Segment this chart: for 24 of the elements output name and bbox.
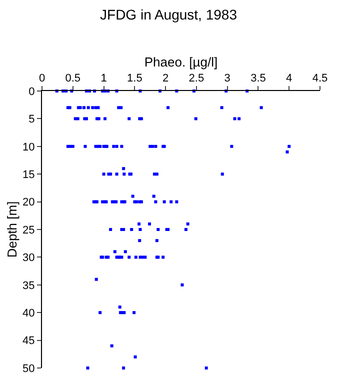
x-tick-label: 1.5 <box>127 72 142 85</box>
y-tick-label: 20 <box>22 196 35 209</box>
chart-title: JFDG in August, 1983 <box>100 6 238 22</box>
y-tick-label: 0 <box>28 86 35 98</box>
y-tick-label: 35 <box>22 280 35 292</box>
x-tick-label: 0 <box>38 72 46 85</box>
x-axis-title: Phaeo. [µg/l] <box>144 54 218 70</box>
x-tick-label: 4.5 <box>312 72 328 85</box>
y-tick-label: 25 <box>22 224 35 236</box>
x-tick-label: 1 <box>100 72 107 85</box>
y-tick-label: 40 <box>22 307 35 320</box>
y-tick-label: 10 <box>22 141 35 154</box>
y-tick-label: 45 <box>22 335 35 348</box>
x-tick-label: 3 <box>224 72 230 85</box>
y-tick-label: 50 <box>22 362 35 375</box>
y-tick-label: 15 <box>22 168 35 181</box>
x-tick-label: 0.5 <box>65 72 81 85</box>
x-tick-label: 2 <box>162 72 169 85</box>
x-tick-label: 2.5 <box>188 72 204 85</box>
x-tick-label: 4 <box>286 72 292 85</box>
y-axis-title: Depth [m] <box>4 201 20 258</box>
y-tick-label: 30 <box>22 252 35 264</box>
x-tick-label: 3.5 <box>250 72 266 85</box>
y-tick-label: 5 <box>28 114 35 126</box>
